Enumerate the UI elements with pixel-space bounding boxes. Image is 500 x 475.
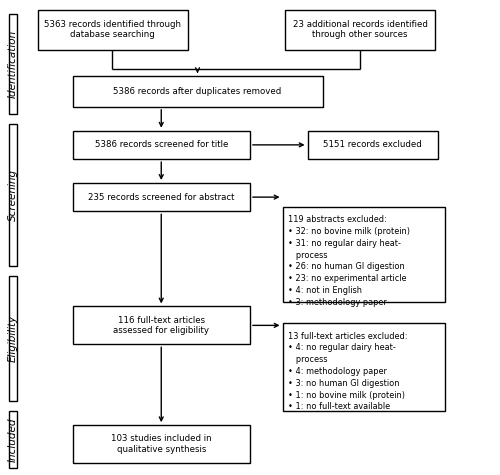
Text: Included: Included [8,417,18,462]
Text: Eligibility: Eligibility [8,315,18,362]
Text: 103 studies included in
qualitative synthesis: 103 studies included in qualitative synt… [111,435,212,454]
Bar [38,10,188,50]
Bar [308,131,438,159]
Text: Screening: Screening [8,169,18,221]
Bar [72,76,322,107]
Text: 5363 records identified through
database searching: 5363 records identified through database… [44,20,181,39]
Bar [285,10,435,50]
Text: 23 additional records identified
through other sources: 23 additional records identified through… [292,20,428,39]
Text: 5386 records after duplicates removed: 5386 records after duplicates removed [114,87,282,96]
Bar [72,306,250,344]
Bar [72,425,250,463]
Text: 5151 records excluded: 5151 records excluded [323,141,422,149]
Text: 5386 records screened for title: 5386 records screened for title [94,141,228,149]
Bar [72,183,250,211]
Bar [9,14,16,114]
Text: 119 abstracts excluded:
• 32: no bovine milk (protein)
• 31: no regular dairy he: 119 abstracts excluded: • 32: no bovine … [288,215,410,307]
Bar [9,124,16,266]
Bar [282,323,445,411]
Bar [9,276,16,401]
Text: 116 full-text articles
assessed for eligibility: 116 full-text articles assessed for elig… [113,316,209,335]
Bar [282,207,445,302]
Bar [72,131,250,159]
Text: 235 records screened for abstract: 235 records screened for abstract [88,193,234,201]
Text: 13 full-text articles excluded:
• 4: no regular dairy heat-
   process
• 4: meth: 13 full-text articles excluded: • 4: no … [288,332,408,411]
Text: Identification: Identification [8,30,18,98]
Bar [9,411,16,468]
